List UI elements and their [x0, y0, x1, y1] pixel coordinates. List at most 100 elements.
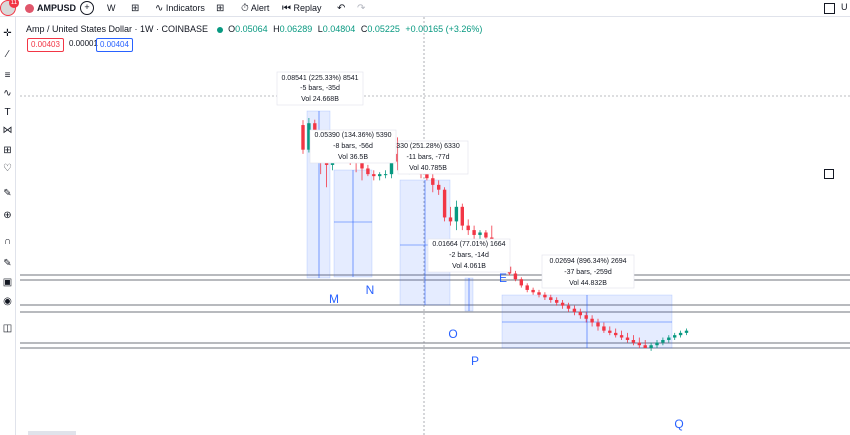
candle-body	[631, 339, 636, 343]
candle-body	[655, 342, 659, 346]
redo-button[interactable]: ↷	[357, 2, 365, 14]
buy-price-button[interactable]: 0.00404	[96, 38, 133, 52]
candle-body	[678, 332, 683, 336]
wave-label-e: E	[499, 271, 507, 285]
chart-type-button[interactable]: ⊞	[131, 2, 139, 14]
candle-body	[525, 285, 529, 290]
text-icon[interactable]: T	[4, 107, 11, 118]
horizontal-lines	[20, 17, 850, 435]
eye-icon[interactable]: ◉	[3, 296, 12, 307]
symbol-search[interactable]: AMPUSD	[25, 2, 76, 14]
measure-tooltip-bg	[397, 140, 469, 175]
stay-in-drawing-icon[interactable]: ✎	[3, 258, 12, 269]
measure-2-line-1: 0.05390 (134.36%) 5390	[314, 132, 391, 139]
candle-body	[549, 297, 553, 300]
measurement-labels: 0.08541 (225.33%) 8541 -5 bars, -35d Vol…	[276, 71, 635, 289]
pattern-icon[interactable]: ∿	[3, 88, 12, 99]
candle-body	[560, 302, 565, 306]
candle-body	[301, 125, 305, 150]
horizontal-lines-icon[interactable]: ≡	[4, 70, 11, 81]
grid-icon: ⊞	[216, 3, 225, 14]
candle-body	[649, 345, 653, 348]
candle-body	[366, 168, 370, 175]
interval-button[interactable]: W	[107, 3, 116, 13]
open-value: 0.05064	[235, 24, 268, 34]
candle-body	[437, 184, 441, 190]
wave-label-m: M	[329, 292, 339, 306]
magnet-icon[interactable]: ∩	[3, 236, 12, 247]
indicators-label: Indicators	[165, 3, 205, 13]
candle-body	[389, 153, 394, 175]
lock-icon[interactable]: ▣	[2, 277, 13, 288]
notification-badge: 11	[9, 0, 19, 8]
candle-body	[478, 232, 482, 235]
measure-1-line-2: -5 bars, -35d	[300, 85, 340, 92]
indicators-button[interactable]: ∿ Indicators	[155, 2, 205, 14]
compare-add-button[interactable]: +	[80, 1, 94, 15]
candle-body	[454, 206, 459, 222]
layouts-button[interactable]: ⊞	[216, 2, 224, 14]
heart-icon[interactable]: ♡	[3, 163, 12, 174]
candle-body	[378, 174, 382, 177]
low-label: L	[317, 24, 323, 34]
candle-body	[684, 330, 689, 333]
measure-2-line-3: Vol 36.5B	[338, 154, 368, 161]
candle-body	[431, 178, 435, 185]
measure-tooltip-bg	[309, 129, 397, 164]
alert-button[interactable]: ⏱ Alert	[241, 2, 269, 14]
measure-icon[interactable]: ⊞	[3, 145, 12, 156]
prediction-icon[interactable]: ⋈	[2, 125, 13, 136]
candle-body	[543, 294, 547, 298]
replay-button[interactable]: ⏮ Replay	[282, 2, 322, 14]
candle-body	[425, 174, 429, 179]
spread-value: 0.00001	[69, 39, 98, 48]
measure-tooltip-bg	[427, 238, 511, 273]
trend-line-icon[interactable]: ∕	[6, 49, 9, 60]
change-value: +0.00165 (+3.26%)	[405, 24, 483, 34]
symbol-name: AMPUSD	[37, 3, 77, 13]
candle-body	[555, 299, 559, 303]
chart-option-checkbox[interactable]	[824, 169, 834, 179]
wave-label-n: N	[366, 283, 375, 297]
sell-price-button[interactable]: 0.00403	[27, 38, 64, 52]
low-value: 0.04804	[322, 24, 356, 34]
replay-label: Replay	[293, 3, 322, 13]
candle-body	[372, 174, 376, 177]
candle-body	[566, 305, 571, 309]
wave-label-o: O	[448, 327, 457, 341]
candle-body	[513, 273, 518, 280]
measure-3-line-3: Vol 40.785B	[409, 165, 447, 172]
crosshair-icon[interactable]: ✛	[3, 28, 12, 39]
candle-body	[667, 337, 671, 340]
high-label: H	[273, 24, 280, 34]
undo-button[interactable]: ↶	[337, 2, 345, 14]
measure-5-line-2: -37 bars, -259d	[564, 269, 612, 276]
avatar[interactable]: 11	[0, 0, 19, 16]
measure-5-line-3: Vol 44.832B	[569, 280, 607, 287]
candle-body	[625, 337, 630, 340]
replay-icon: ⏮	[282, 3, 291, 14]
time-scroll-handle[interactable]	[28, 431, 76, 435]
layout-checkbox[interactable]	[824, 3, 835, 14]
candle-body	[360, 161, 364, 169]
indicators-icon: ∿	[155, 3, 164, 14]
candle-body	[307, 123, 311, 150]
ruler-icon[interactable]: ✎	[3, 188, 12, 199]
candle-body	[673, 335, 677, 338]
candle-body	[614, 332, 618, 336]
measure-5-line-1: 0.02694 (896.34%) 2694	[549, 258, 626, 265]
candle-body	[383, 174, 388, 176]
trash-icon[interactable]: ◫	[2, 323, 13, 334]
candle-body	[472, 230, 476, 235]
zoom-in-icon[interactable]: ⊕	[3, 210, 12, 221]
candle-body	[637, 342, 641, 346]
candle-body	[442, 189, 447, 218]
candle-body	[519, 279, 523, 286]
measure-2-line-2: -8 bars, -56d	[333, 143, 373, 150]
wave-label-p: P	[471, 354, 479, 368]
legend-title[interactable]: Amp / United States Dollar · 1W · COINBA…	[26, 24, 209, 34]
close-label: C	[360, 24, 368, 34]
top-toolbar: 11 AMPUSD + W ⊞ ∿ Indicators ⊞ ⏱ Alert ⏮…	[0, 0, 850, 17]
candle-body	[619, 335, 624, 338]
